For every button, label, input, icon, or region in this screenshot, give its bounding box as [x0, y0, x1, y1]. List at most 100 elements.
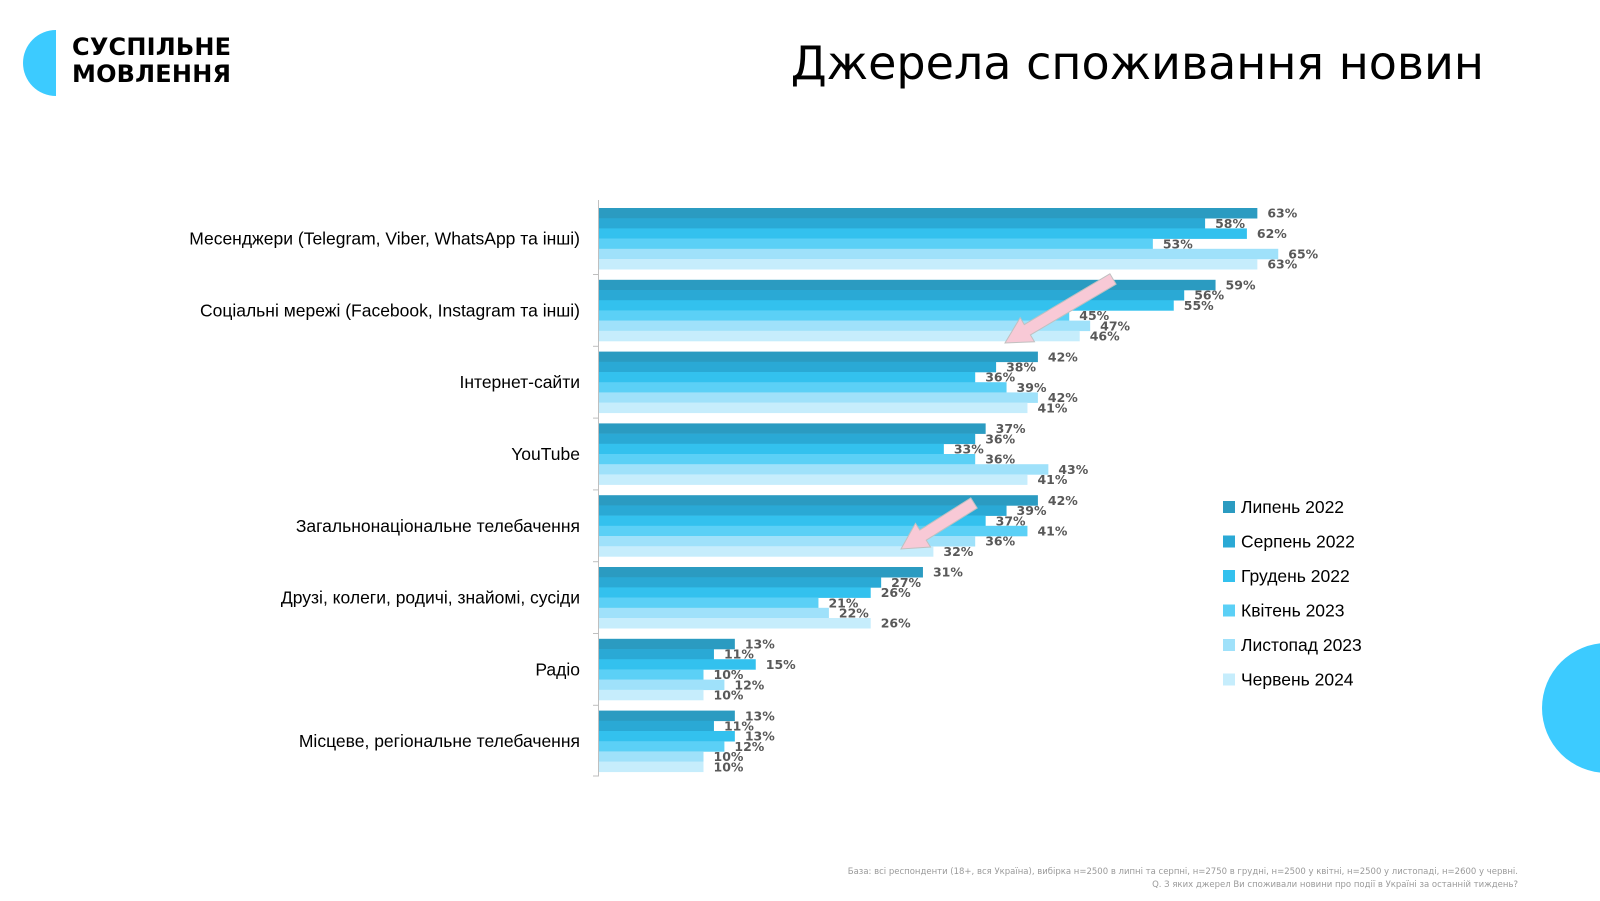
- logo-mark-icon: [23, 30, 56, 96]
- legend-swatch: [1223, 639, 1235, 651]
- data-label: 42%: [1048, 349, 1078, 364]
- bar: [599, 330, 1080, 342]
- data-label: 53%: [1163, 236, 1193, 251]
- bar: [599, 659, 756, 670]
- data-label: 45%: [1079, 308, 1109, 323]
- legend-swatch: [1223, 535, 1235, 548]
- data-label: 42%: [1048, 390, 1078, 405]
- bar: [599, 248, 1279, 260]
- legend-swatch: [1223, 673, 1235, 686]
- bar: [599, 228, 1247, 239]
- bar: [599, 474, 1028, 485]
- data-label: 10%: [714, 749, 744, 764]
- data-label: 15%: [766, 657, 796, 672]
- bar-group: Загальнонаціональне телебачення 42%39%37%…: [296, 493, 1078, 563]
- data-label: 37%: [996, 513, 1026, 528]
- category-label: Інтернет-сайти: [459, 372, 580, 392]
- data-label: 37%: [996, 421, 1026, 436]
- data-label: 12%: [734, 739, 764, 754]
- data-label: 32%: [943, 544, 973, 559]
- legend-label: Квітень 2023: [1241, 601, 1345, 621]
- category-label: Місцеве, регіональне телебачення: [299, 731, 580, 751]
- data-label: 56%: [1194, 288, 1224, 303]
- bar: [599, 741, 725, 752]
- bar: [599, 710, 735, 722]
- data-label: 13%: [745, 729, 775, 744]
- category-label: YouTube: [511, 444, 580, 464]
- trend-arrow: [900, 497, 978, 550]
- bar: [599, 208, 1258, 219]
- bar: [599, 649, 714, 660]
- bar-group: Радіо 13%11% 15% 10%12%10%: [535, 637, 796, 706]
- bar: [599, 577, 882, 588]
- legend-swatch: [1223, 501, 1235, 513]
- legend: Липень 2022 Серпень 2022 Грудень 2022 Квіте…: [1223, 497, 1362, 690]
- page-title: Джерела споживання новин: [790, 36, 1484, 90]
- data-label: 10%: [714, 688, 744, 703]
- bar-group: Місцеве, регіональне телебачення 13%11%13…: [299, 708, 775, 777]
- data-label: 36%: [985, 431, 1015, 446]
- bar: [599, 679, 725, 691]
- brand-name: СУСПІЛЬНЕ МОВЛЕННЯ: [72, 34, 231, 88]
- bar: [599, 515, 986, 527]
- bar: [599, 238, 1153, 250]
- data-label: 55%: [1184, 298, 1214, 313]
- data-label: 59%: [1226, 278, 1256, 293]
- data-label: 39%: [1017, 503, 1047, 518]
- bar: [599, 402, 1028, 414]
- data-label: 33%: [954, 442, 984, 457]
- data-label: 26%: [881, 616, 911, 631]
- footnote: База: всі респонденти (18+, вся Україна)…: [848, 866, 1518, 892]
- data-label: 27%: [891, 575, 921, 590]
- bar: [599, 310, 1070, 321]
- bar: [599, 638, 735, 650]
- category-label: Друзі, колеги, родичі, знайомі, сусіди: [281, 588, 580, 608]
- data-label: 36%: [985, 534, 1015, 549]
- data-label: 21%: [828, 595, 858, 610]
- bar: [599, 751, 704, 762]
- data-label: 11%: [724, 719, 754, 734]
- category-label: Соціальні мережі (Facebook, Instagram та…: [200, 300, 580, 320]
- data-label: 36%: [985, 370, 1015, 385]
- data-label: 42%: [1048, 493, 1078, 508]
- bar-group: Месенджери (Telegram, Viber, WhatsApp та…: [189, 206, 1319, 275]
- bar: [599, 259, 1258, 270]
- bar: [599, 546, 934, 557]
- bar: [599, 218, 1206, 229]
- bar: [599, 300, 1174, 311]
- bar: [599, 423, 986, 434]
- bar-group: Соціальні мережі (Facebook, Instagram та…: [200, 278, 1256, 347]
- bar: [599, 464, 1049, 475]
- data-label: 31%: [933, 565, 963, 580]
- bar: [599, 618, 871, 629]
- bar: [599, 351, 1038, 363]
- legend-label: Листопад 2023: [1241, 635, 1362, 655]
- data-label: 43%: [1058, 462, 1088, 477]
- data-label: 63%: [1267, 206, 1297, 221]
- legend-label: Серпень 2022: [1241, 532, 1355, 552]
- bar: [599, 320, 1091, 332]
- bar: [599, 392, 1038, 403]
- bar: [599, 433, 976, 445]
- bar: [599, 536, 976, 547]
- data-label: 41%: [1037, 400, 1067, 415]
- bar: [599, 454, 976, 465]
- legend-label: Липень 2022: [1241, 497, 1344, 517]
- category-label: Месенджери (Telegram, Viber, WhatsApp та…: [189, 229, 580, 249]
- data-label: 12%: [734, 677, 764, 692]
- bar-group: Друзі, колеги, родичі, знайомі, сусіди 31…: [281, 565, 963, 634]
- bar: [599, 761, 704, 773]
- data-label: 41%: [1037, 472, 1067, 487]
- category-label: Радіо: [535, 659, 580, 679]
- bar: [599, 669, 704, 680]
- data-label: 63%: [1267, 257, 1297, 272]
- data-label: 47%: [1100, 318, 1130, 333]
- bar: [599, 372, 976, 383]
- data-label: 58%: [1215, 216, 1245, 231]
- bar: [599, 279, 1216, 291]
- data-label: 13%: [745, 708, 775, 723]
- bar: [599, 443, 944, 455]
- bar: [599, 505, 1007, 516]
